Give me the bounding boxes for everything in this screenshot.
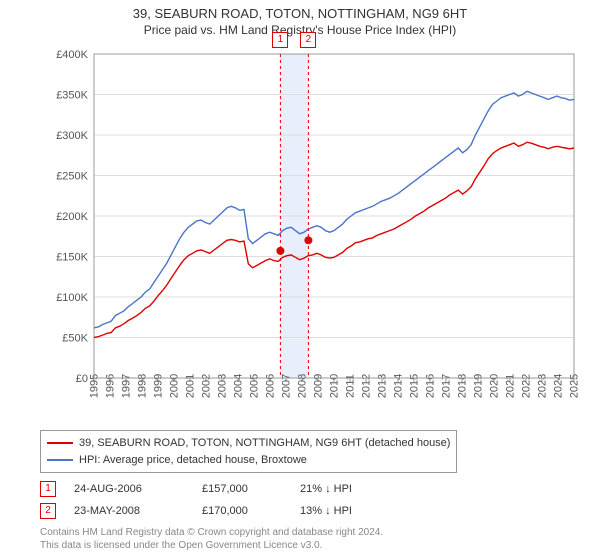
sales-list: 1 24-AUG-2006 £157,000 21% ↓ HPI 2 23-MA… [40, 478, 390, 522]
svg-text:2008: 2008 [296, 374, 308, 398]
svg-text:£200K: £200K [56, 211, 88, 223]
footer-line1: Contains HM Land Registry data © Crown c… [40, 526, 383, 539]
svg-text:£400K: £400K [56, 49, 88, 61]
footer-text: Contains HM Land Registry data © Crown c… [40, 526, 383, 552]
svg-text:2023: 2023 [536, 374, 548, 398]
svg-text:2021: 2021 [504, 374, 516, 398]
svg-text:2005: 2005 [248, 374, 260, 398]
svg-text:2012: 2012 [360, 374, 372, 398]
svg-text:£100K: £100K [56, 292, 88, 304]
root: 39, SEABURN ROAD, TOTON, NOTTINGHAM, NG9… [0, 0, 600, 560]
svg-text:2020: 2020 [488, 374, 500, 398]
legend-text-hpi: HPI: Average price, detached house, Brox… [79, 452, 307, 469]
svg-text:2001: 2001 [184, 374, 196, 398]
sale-marker-box-2: 2 [300, 32, 316, 48]
svg-text:2019: 2019 [472, 374, 484, 398]
legend-row-hpi: HPI: Average price, detached house, Brox… [47, 452, 450, 469]
sale-diff-1: 21% ↓ HPI [300, 483, 390, 495]
chart-svg: £0 £50K £100K £150K £200K £250K £300K £350K £400… [50, 48, 580, 418]
legend-swatch-subject [47, 442, 73, 444]
footer-line2: This data is licensed under the Open Gov… [40, 539, 383, 552]
svg-text:2016: 2016 [424, 374, 436, 398]
svg-text:£350K: £350K [56, 90, 88, 102]
svg-text:2003: 2003 [216, 374, 228, 398]
svg-text:£50K: £50K [62, 333, 88, 345]
svg-text:2002: 2002 [200, 374, 212, 398]
svg-text:2017: 2017 [440, 374, 452, 398]
svg-text:1999: 1999 [152, 374, 164, 398]
legend-box: 39, SEABURN ROAD, TOTON, NOTTINGHAM, NG9… [40, 430, 457, 473]
svg-text:£0: £0 [76, 373, 88, 385]
svg-text:2024: 2024 [552, 374, 564, 398]
sale-date-2: 23-MAY-2008 [74, 505, 184, 517]
svg-text:2010: 2010 [328, 374, 340, 398]
svg-text:1997: 1997 [120, 374, 132, 398]
sale-price-2: £170,000 [202, 505, 282, 517]
svg-text:1998: 1998 [136, 374, 148, 398]
svg-text:2018: 2018 [456, 374, 468, 398]
sale-marker-box-1: 1 [272, 32, 288, 48]
sale-diff-2: 13% ↓ HPI [300, 505, 390, 517]
title-line1: 39, SEABURN ROAD, TOTON, NOTTINGHAM, NG9… [0, 0, 600, 23]
svg-text:£150K: £150K [56, 252, 88, 264]
svg-text:£250K: £250K [56, 171, 88, 183]
svg-text:2006: 2006 [264, 374, 276, 398]
sale-row-1: 1 24-AUG-2006 £157,000 21% ↓ HPI [40, 478, 390, 500]
legend-row-subject: 39, SEABURN ROAD, TOTON, NOTTINGHAM, NG9… [47, 435, 450, 452]
svg-text:1996: 1996 [104, 374, 116, 398]
chart-area: £0 £50K £100K £150K £200K £250K £300K £350K £400… [50, 48, 580, 418]
sale-marker-1: 1 [40, 481, 56, 497]
svg-text:2013: 2013 [376, 374, 388, 398]
legend-text-subject: 39, SEABURN ROAD, TOTON, NOTTINGHAM, NG9… [79, 435, 450, 452]
svg-text:2009: 2009 [312, 374, 324, 398]
sale-date-1: 24-AUG-2006 [74, 483, 184, 495]
sale-row-2: 2 23-MAY-2008 £170,000 13% ↓ HPI [40, 500, 390, 522]
svg-text:2007: 2007 [280, 374, 292, 398]
svg-text:2022: 2022 [520, 374, 532, 398]
sale-marker-2: 2 [40, 503, 56, 519]
svg-text:£300K: £300K [56, 130, 88, 142]
sale-price-1: £157,000 [202, 483, 282, 495]
svg-text:2015: 2015 [408, 374, 420, 398]
svg-text:2014: 2014 [392, 374, 404, 398]
svg-text:2004: 2004 [232, 374, 244, 398]
svg-text:2000: 2000 [168, 374, 180, 398]
legend-swatch-hpi [47, 459, 73, 461]
